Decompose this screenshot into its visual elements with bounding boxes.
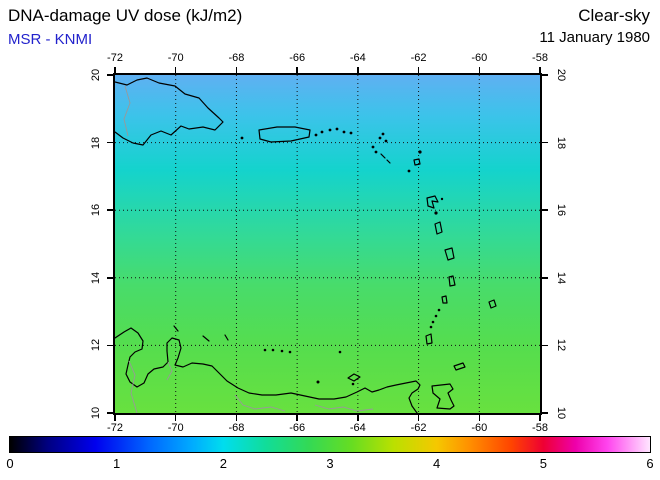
lat-tick-label: 10	[555, 406, 567, 420]
lon-tick-label: -58	[532, 422, 548, 434]
coastline-aruba	[173, 325, 179, 332]
coastline-tobago	[453, 362, 466, 371]
map-frame	[113, 73, 542, 415]
y-tick-mark-right	[542, 141, 548, 144]
colorbar-tick-label: 4	[433, 456, 441, 471]
coastline-trinidad	[431, 383, 455, 410]
date-label: 11 January 1980	[539, 29, 650, 46]
y-tick-mark-left	[107, 277, 113, 279]
colorbar-tick-label: 3	[326, 456, 334, 471]
lat-tick-label: 14	[555, 271, 567, 284]
x-tick-mark-top	[417, 67, 420, 73]
dataset-label: MSR - KNMI	[8, 31, 93, 48]
lon-tick-label: -66	[289, 422, 306, 434]
lat-tick-label: 18	[555, 136, 567, 149]
lat-tick-label: 16	[555, 204, 567, 217]
lon-tick-label: -68	[228, 52, 245, 64]
coastline-puerto-rico	[258, 126, 311, 143]
y-tick-mark-left	[107, 344, 113, 347]
coastline-map	[115, 77, 497, 413]
coastline-guadeloupe	[426, 195, 439, 209]
lon-tick-label: -72	[107, 422, 123, 434]
x-tick-mark-top	[114, 67, 116, 73]
lon-tick-label: -60	[471, 52, 488, 64]
coastline-grenada	[425, 333, 433, 345]
uv-dose-field	[115, 75, 540, 413]
x-tick-mark-bottom	[357, 415, 359, 421]
coastline-bonaire	[224, 334, 229, 341]
y-tick-mark-left	[107, 74, 113, 76]
colorbar-tick-label: 6	[646, 456, 654, 471]
y-tick-mark-right	[542, 209, 548, 211]
x-tick-mark-top	[235, 67, 238, 73]
coastline-st-lucia	[448, 275, 456, 287]
x-tick-mark-bottom	[296, 415, 298, 421]
x-tick-mark-top	[296, 67, 298, 73]
y-tick-mark-left	[107, 141, 113, 144]
coastline-st-kitts-nevis	[380, 153, 391, 164]
country-borders	[123, 85, 374, 413]
coastline-curacao	[202, 335, 210, 342]
coastline-st-vincent	[441, 295, 448, 304]
lat-tick-label: 20	[555, 68, 567, 82]
lat-tick-label: 12	[90, 339, 102, 352]
lon-tick-label: -64	[349, 422, 366, 434]
x-tick-mark-bottom	[417, 415, 420, 421]
coastline-barbados	[488, 299, 497, 309]
colorbar-gradient	[9, 436, 651, 453]
lon-tick-label: -64	[349, 52, 366, 64]
lat-tick-label: 20	[90, 68, 102, 82]
coastline-margarita	[347, 373, 361, 382]
x-tick-mark-top	[174, 67, 177, 73]
lon-tick-label: -72	[107, 52, 123, 64]
x-tick-mark-top	[357, 67, 359, 73]
lat-tick-label: 14	[90, 271, 102, 284]
x-tick-mark-top	[478, 67, 481, 73]
y-tick-mark-left	[107, 412, 113, 414]
x-tick-mark-top	[539, 67, 541, 73]
coastline-antigua	[413, 158, 421, 166]
colorbar-tick-label: 0	[6, 456, 14, 471]
lat-tick-label: 12	[555, 339, 567, 352]
lon-tick-label: -62	[410, 422, 427, 434]
small-islands	[240, 127, 444, 386]
lon-tick-label: -62	[410, 52, 427, 64]
x-tick-mark-bottom	[478, 415, 481, 421]
x-tick-mark-bottom	[174, 415, 177, 421]
x-tick-mark-bottom	[539, 415, 541, 421]
y-tick-mark-right	[542, 277, 548, 279]
y-tick-mark-right	[542, 412, 548, 414]
colorbar-tick-label: 5	[539, 456, 547, 471]
lon-tick-label: -58	[532, 52, 548, 64]
y-tick-mark-right	[542, 74, 548, 76]
x-tick-mark-bottom	[114, 415, 116, 421]
coastline-hispaniola	[115, 77, 224, 146]
lon-tick-label: -60	[471, 422, 488, 434]
coastline-south-america	[115, 327, 421, 413]
lon-tick-label: -68	[228, 422, 245, 434]
lon-tick-label: -66	[289, 52, 306, 64]
y-tick-mark-right	[542, 344, 548, 347]
lon-tick-label: -70	[167, 422, 184, 434]
lon-tick-label: -70	[167, 52, 184, 64]
lat-tick-label: 18	[90, 136, 102, 149]
page-title: DNA-damage UV dose (kJ/m2)	[8, 6, 243, 25]
sky-condition-label: Clear-sky	[578, 6, 650, 25]
x-tick-mark-bottom	[235, 415, 238, 421]
lat-tick-label: 16	[90, 204, 102, 217]
coastline-dominica	[434, 221, 443, 235]
y-tick-mark-left	[107, 209, 113, 211]
colorbar-tick-label: 1	[113, 456, 121, 471]
coastline-martinique	[444, 247, 455, 261]
lat-tick-label: 10	[90, 406, 102, 420]
colorbar-tick-label: 2	[219, 456, 227, 471]
